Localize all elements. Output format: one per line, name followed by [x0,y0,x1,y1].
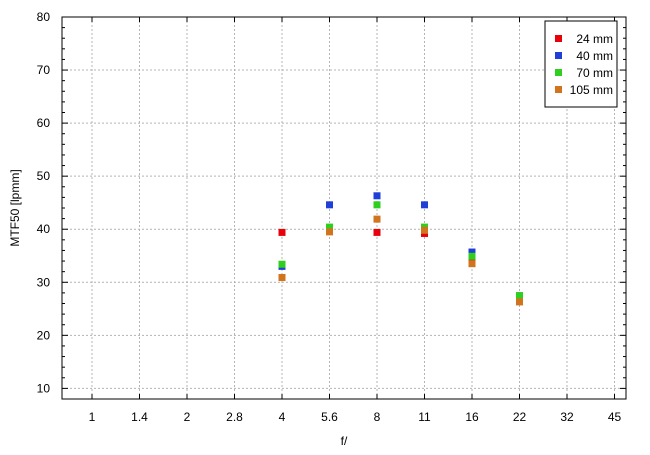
x-tick-label: 2.8 [226,410,243,424]
legend-marker [555,52,562,59]
data-point [373,192,381,200]
x-tick-label: 2 [184,410,191,424]
x-tick-label: 5.6 [321,410,338,424]
x-tick-label: 32 [560,410,574,424]
x-tick-label: 8 [374,410,381,424]
data-point [468,260,476,268]
y-axis-label: MTF50 [lpmm] [8,169,22,246]
y-tick-label: 50 [37,169,51,183]
x-tick-label: 11 [418,410,431,424]
y-tick-label: 60 [37,116,51,130]
data-points [278,192,523,306]
legend-label: 70 mm [576,66,613,80]
legend-marker [555,86,562,93]
grid-lines [62,17,626,399]
data-point [516,292,523,300]
legend-label: 40 mm [576,49,613,63]
x-tick-labels: 1 1.4 2 2.8 4 5.6 8 11 16 22 32 45 [89,410,622,424]
data-point [278,274,286,282]
data-point [373,228,381,236]
x-tick-label: 16 [465,410,479,424]
data-point [326,201,333,209]
y-tick-label: 80 [37,10,51,24]
y-tick-label: 40 [37,222,51,236]
legend: 24 mm 40 mm 70 mm 105 mm [544,20,618,108]
legend-marker [555,35,562,42]
data-point [468,248,476,256]
legend-label: 105 mm [570,83,613,97]
axis-ticks [62,16,626,400]
data-point [373,201,381,209]
x-axis-label: f/ [341,434,348,448]
data-point [421,226,428,234]
y-tick-label: 10 [37,381,51,395]
plot-frame [61,16,627,400]
data-point [373,215,381,223]
data-point [468,252,476,260]
data-point [516,298,523,306]
y-tick-label: 30 [37,275,51,289]
data-point [326,223,333,231]
x-tick-label: 4 [279,410,286,424]
legend-label: 24 mm [576,32,613,46]
x-tick-label: 1 [89,410,96,424]
data-point [278,260,286,268]
x-tick-label: 22 [513,410,527,424]
data-point [326,228,333,236]
y-tick-labels: 10 20 30 40 50 60 70 80 [37,10,51,395]
data-point [421,201,428,209]
legend-marker [555,69,562,76]
x-tick-label: 45 [608,410,622,424]
x-tick-label: 1.4 [131,410,148,424]
y-tick-label: 70 [37,63,51,77]
y-tick-label: 20 [37,328,51,342]
data-point [278,228,286,236]
